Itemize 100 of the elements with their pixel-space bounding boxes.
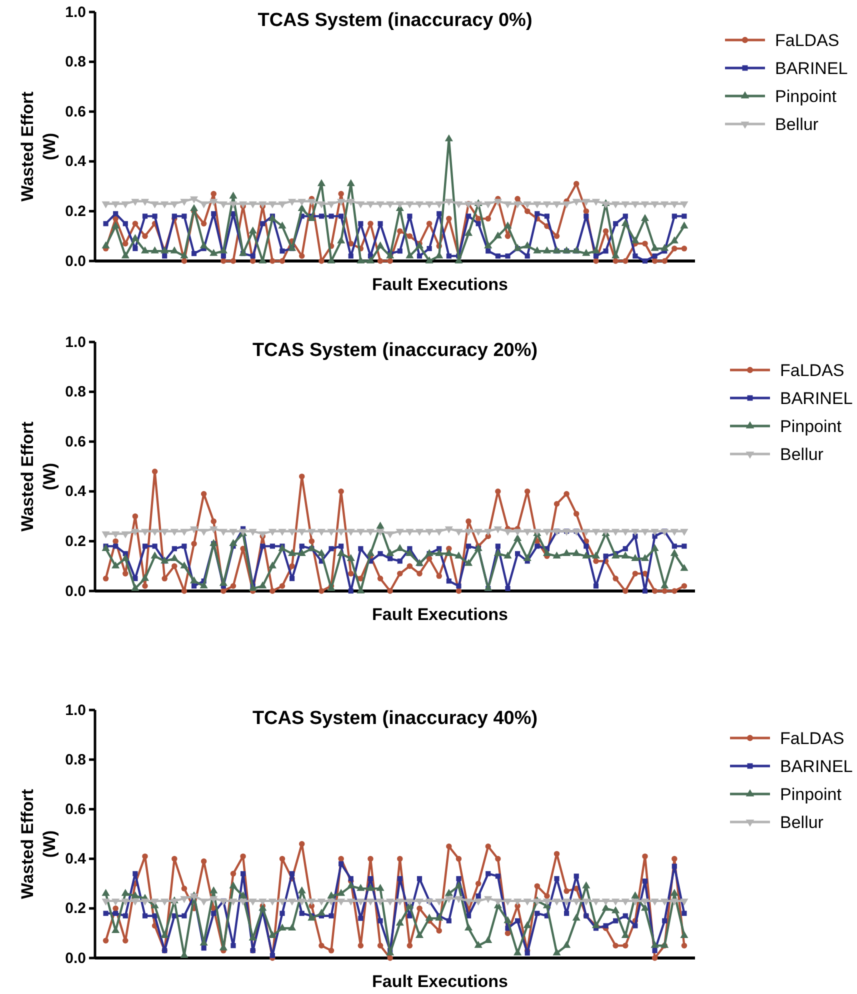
point	[327, 891, 336, 898]
point	[564, 491, 570, 497]
point	[122, 938, 128, 944]
point	[346, 528, 355, 536]
point	[574, 874, 579, 879]
point	[552, 201, 561, 208]
point	[121, 531, 130, 538]
point	[592, 528, 600, 536]
point	[317, 201, 326, 208]
point	[572, 246, 580, 254]
point	[582, 551, 590, 558]
point	[680, 201, 688, 208]
y-tick-label: 0.4	[65, 153, 87, 170]
point	[562, 201, 571, 208]
point	[298, 198, 306, 206]
point	[542, 528, 551, 536]
point	[112, 926, 120, 934]
point	[562, 246, 571, 254]
point	[348, 876, 354, 882]
point	[376, 241, 384, 248]
legend-label: Pinpoint	[780, 785, 842, 804]
point	[562, 549, 571, 556]
point	[474, 528, 482, 536]
point	[348, 570, 354, 576]
point	[572, 898, 580, 906]
point	[603, 248, 608, 254]
point	[230, 870, 236, 877]
point	[140, 246, 150, 254]
point	[446, 844, 452, 850]
point	[523, 528, 532, 536]
point	[672, 214, 677, 219]
point	[377, 258, 384, 264]
point	[248, 226, 257, 234]
point	[582, 898, 590, 906]
point	[456, 876, 462, 882]
point	[328, 546, 334, 552]
point	[142, 233, 148, 239]
y-tick-label: 0.4	[65, 850, 87, 868]
point	[436, 928, 442, 934]
point	[416, 570, 422, 576]
point	[142, 544, 148, 549]
point	[308, 914, 316, 921]
point	[514, 244, 522, 251]
point	[542, 898, 551, 906]
point	[337, 898, 346, 906]
point	[396, 918, 404, 926]
point	[288, 549, 296, 556]
point	[592, 246, 600, 254]
point	[504, 916, 512, 924]
point	[505, 253, 510, 259]
x-axis-title: Fault Executions	[372, 972, 508, 991]
point	[121, 201, 130, 208]
point	[220, 588, 226, 594]
point	[219, 528, 228, 536]
y-tick-label: 0.8	[65, 54, 86, 71]
point	[290, 576, 295, 582]
point	[494, 549, 502, 556]
point	[466, 518, 472, 524]
point	[612, 906, 620, 914]
point	[484, 896, 492, 904]
chart-title: TCAS System (inaccuracy 40%)	[252, 708, 538, 729]
point	[258, 898, 267, 906]
point	[348, 253, 354, 259]
point	[464, 558, 473, 566]
point	[366, 898, 375, 906]
point	[672, 544, 677, 549]
point	[660, 201, 669, 208]
point	[142, 583, 148, 589]
point	[268, 528, 276, 536]
point	[219, 898, 228, 906]
point	[396, 528, 404, 536]
point	[386, 898, 394, 906]
x-axis-title: Fault Executions	[372, 605, 508, 624]
point	[376, 898, 384, 906]
point	[181, 258, 188, 264]
point	[397, 856, 403, 862]
point	[248, 528, 257, 536]
point	[662, 918, 668, 924]
point	[484, 241, 492, 248]
point	[172, 214, 177, 219]
point	[270, 258, 276, 264]
point	[102, 888, 110, 896]
point	[476, 221, 481, 226]
point	[464, 924, 473, 931]
point	[181, 588, 188, 594]
point	[680, 898, 688, 906]
point	[486, 871, 491, 876]
point	[485, 216, 492, 222]
point	[621, 201, 630, 208]
point	[425, 914, 434, 921]
point	[672, 246, 678, 252]
point	[593, 253, 599, 259]
point	[612, 528, 620, 536]
point	[612, 258, 618, 264]
point	[102, 241, 110, 248]
point	[356, 528, 365, 536]
point	[504, 551, 512, 558]
point	[121, 888, 130, 896]
point	[670, 888, 678, 896]
point	[160, 931, 169, 938]
